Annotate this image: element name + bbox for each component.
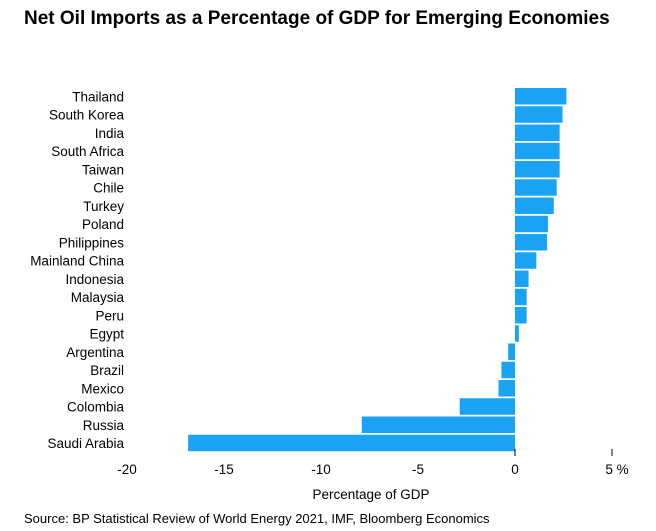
bar bbox=[515, 106, 563, 123]
bar bbox=[515, 288, 527, 306]
bar bbox=[515, 142, 560, 160]
x-axis-label: Percentage of GDP bbox=[312, 487, 429, 502]
bar bbox=[515, 197, 554, 214]
bar bbox=[459, 398, 515, 415]
category-label: Taiwan bbox=[82, 162, 124, 177]
category-label: South Korea bbox=[49, 108, 125, 123]
bar bbox=[515, 179, 557, 196]
bar bbox=[515, 270, 529, 287]
bar bbox=[515, 307, 527, 324]
category-label: South Africa bbox=[51, 144, 124, 159]
bar bbox=[188, 434, 516, 452]
source-note: Source: BP Statistical Review of World E… bbox=[24, 511, 490, 526]
bar bbox=[501, 361, 515, 379]
x-tick-label: -5 bbox=[412, 462, 424, 477]
category-label: India bbox=[95, 126, 125, 141]
bar bbox=[515, 88, 567, 105]
bar bbox=[515, 325, 519, 342]
bar bbox=[508, 343, 515, 360]
chart-title: Net Oil Imports as a Percentage of GDP f… bbox=[24, 8, 610, 29]
category-label: Mexico bbox=[81, 381, 124, 396]
category-label: Philippines bbox=[59, 235, 125, 250]
category-label: Turkey bbox=[83, 199, 124, 214]
x-tick-label: 5 % bbox=[605, 462, 628, 477]
category-label: Argentina bbox=[66, 345, 124, 360]
bar bbox=[515, 252, 537, 269]
x-tick-label: -20 bbox=[117, 462, 137, 477]
bar bbox=[515, 215, 548, 233]
category-label: Chile bbox=[93, 181, 124, 196]
category-label: Saudi Arabia bbox=[47, 436, 124, 451]
bar bbox=[515, 234, 548, 251]
bar bbox=[515, 124, 560, 141]
category-label: Peru bbox=[95, 308, 124, 323]
category-label: Malaysia bbox=[71, 290, 125, 305]
category-label: Mainland China bbox=[30, 254, 124, 269]
category-label: Brazil bbox=[90, 363, 124, 378]
category-label: Poland bbox=[82, 217, 124, 232]
category-label: Indonesia bbox=[65, 272, 124, 287]
bar bbox=[498, 380, 515, 397]
category-label: Colombia bbox=[67, 400, 125, 415]
bar bbox=[515, 161, 560, 178]
category-label: Russia bbox=[83, 418, 125, 433]
category-label: Thailand bbox=[72, 89, 124, 104]
x-tick-label: 0 bbox=[511, 462, 519, 477]
bar bbox=[361, 416, 515, 433]
x-tick-label: -10 bbox=[311, 462, 331, 477]
x-tick-label: -15 bbox=[214, 462, 234, 477]
category-label: Egypt bbox=[89, 327, 124, 342]
